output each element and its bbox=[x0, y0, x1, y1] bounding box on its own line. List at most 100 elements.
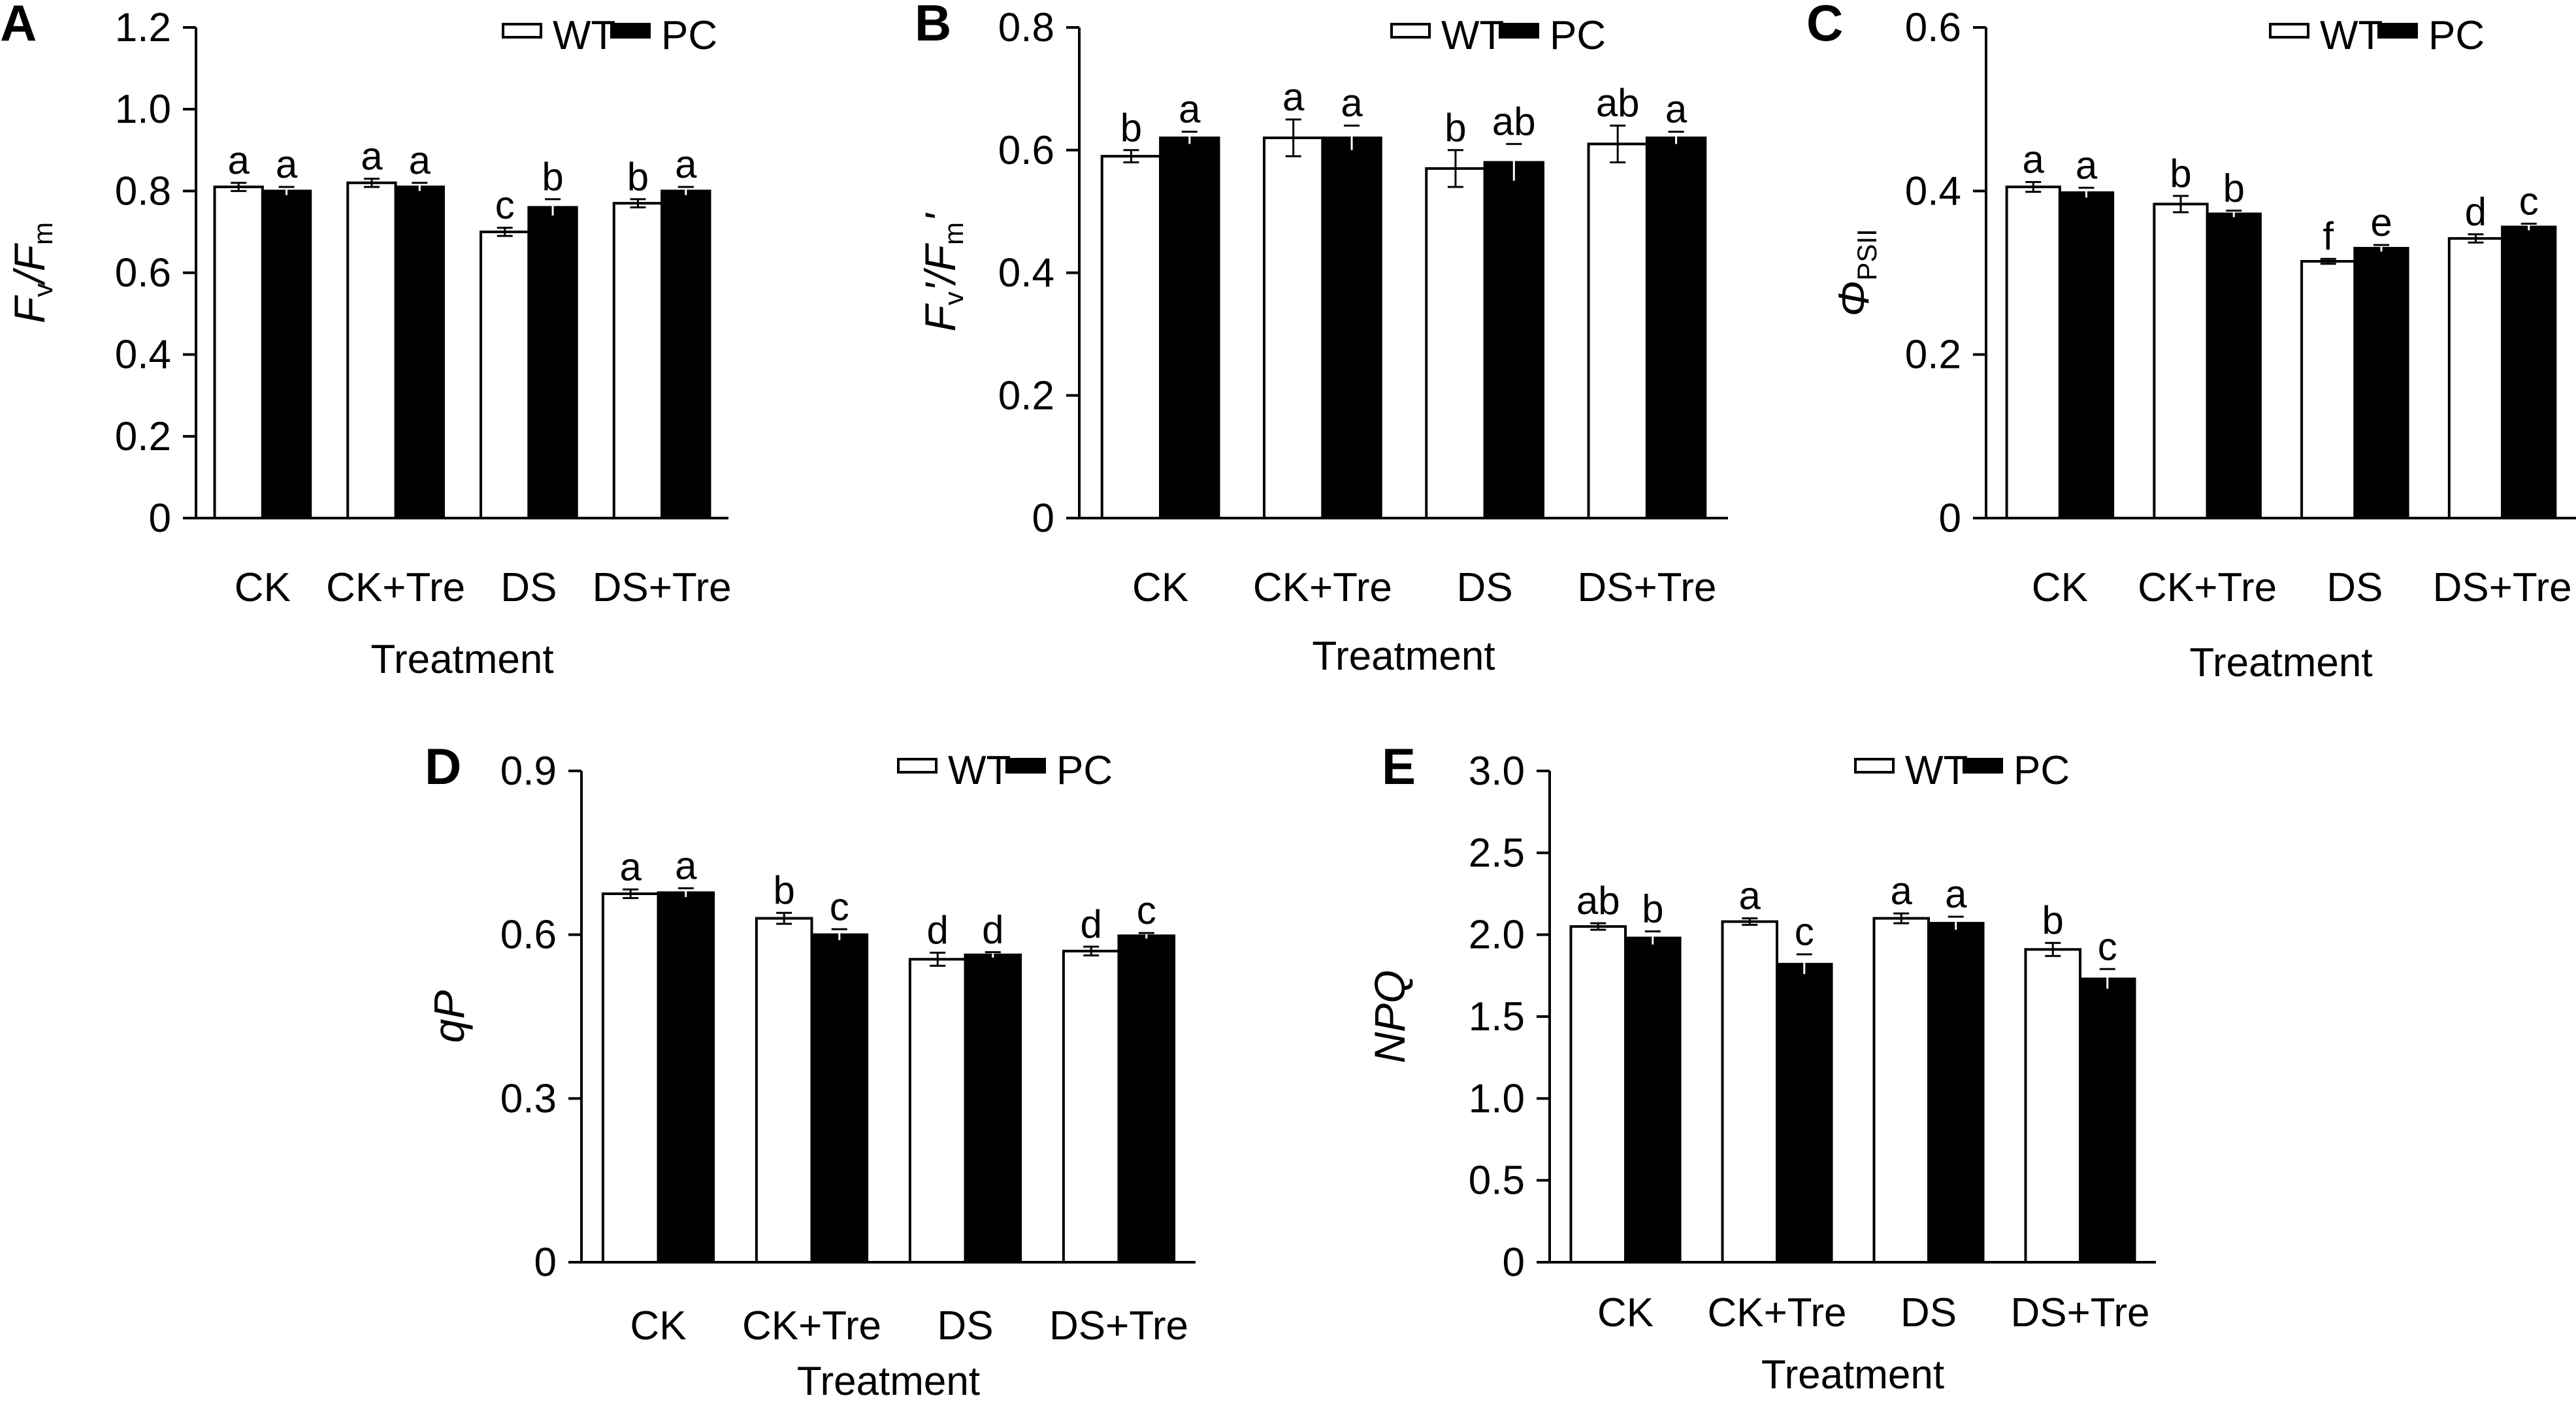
x-tick-label: DS+Tre bbox=[1049, 1303, 1188, 1348]
legend-swatch-pc bbox=[1499, 23, 1539, 39]
bar-wt-ck-tre bbox=[2153, 203, 2209, 519]
y-tick-label: 2.5 bbox=[1469, 830, 1525, 875]
significance-label: c bbox=[495, 184, 515, 227]
x-tick-label: CK+Tre bbox=[742, 1303, 881, 1348]
y-tick-label: 0 bbox=[1503, 1240, 1525, 1285]
bar-pc-ds bbox=[2353, 246, 2409, 519]
bar-wt-ds-tre bbox=[2447, 237, 2504, 519]
y-tick-label: 0.6 bbox=[500, 913, 557, 958]
bar-pc-ds-tre bbox=[2501, 225, 2557, 519]
bar-pc-ds-tre bbox=[660, 189, 711, 519]
bar-wt-ck-tre bbox=[755, 917, 813, 1264]
x-tick-label: DS bbox=[1457, 565, 1513, 610]
legend-swatch-pc bbox=[1005, 758, 1046, 774]
significance-label: b bbox=[1642, 887, 1663, 931]
significance-label: a bbox=[1341, 81, 1363, 125]
significance-label: a bbox=[1282, 75, 1305, 119]
y-tick-label: 0.4 bbox=[1905, 169, 1961, 214]
significance-label: ab bbox=[1596, 81, 1640, 125]
bar-pc-ck bbox=[1159, 136, 1220, 520]
y-tick-label: 0.5 bbox=[1469, 1158, 1525, 1203]
y-axis-label: Fv'/Fm' bbox=[916, 212, 969, 332]
legend-label-wt: WT bbox=[948, 748, 1011, 793]
bar-wt-ds-tre bbox=[612, 202, 664, 519]
bar-pc-ds-tre bbox=[1645, 136, 1707, 520]
y-tick-label: 0.4 bbox=[998, 251, 1054, 296]
bar-wt-ck bbox=[2005, 186, 2061, 519]
legend-swatch-pc bbox=[1963, 758, 2003, 774]
y-tick-label: 0.9 bbox=[500, 749, 557, 794]
significance-label: d bbox=[982, 907, 1003, 951]
legend-label-pc: PC bbox=[1056, 748, 1113, 793]
x-tick-label: CK bbox=[630, 1303, 686, 1348]
y-tick-label: 0.8 bbox=[998, 5, 1054, 50]
significance-label: a bbox=[276, 142, 298, 186]
bar-pc-ck bbox=[261, 189, 312, 519]
y-tick-label: 1.2 bbox=[115, 5, 171, 50]
x-tick-label: CK+Tre bbox=[2138, 565, 2277, 610]
significance-label: b bbox=[774, 868, 795, 912]
x-axis-title: Treatment bbox=[2189, 640, 2372, 685]
y-axis-label: NPQ bbox=[1365, 970, 1414, 1063]
significance-label: b bbox=[627, 155, 649, 199]
bar-pc-ck bbox=[657, 891, 715, 1264]
panel-letter: E bbox=[1382, 738, 1416, 795]
y-tick-label: 0.6 bbox=[1905, 5, 1961, 50]
significance-label: a bbox=[620, 845, 642, 889]
significance-label: c bbox=[2098, 924, 2117, 968]
panel-letter: B bbox=[915, 0, 951, 52]
bar-pc-ck bbox=[1624, 936, 1682, 1264]
panel-letter: D bbox=[425, 738, 461, 795]
bar-wt-ck-tre bbox=[346, 181, 397, 520]
x-tick-label: DS bbox=[500, 565, 557, 610]
significance-label: b bbox=[1444, 106, 1466, 150]
panel-c: C 0 0.2 0.4 0.6 ΦPSII a a CK b b CK+Tre f e DS d c DS+Tre… bbox=[1806, 0, 2576, 685]
panel-letter: C bbox=[1806, 0, 1843, 52]
bar-wt-ck-tre bbox=[1263, 136, 1324, 520]
bar-pc-ck bbox=[2058, 191, 2115, 519]
y-tick-label: 0.4 bbox=[115, 333, 171, 378]
bar-pc-ck-tre bbox=[394, 186, 445, 519]
bar-wt-ck bbox=[601, 892, 660, 1264]
legend-swatch-pc bbox=[610, 23, 651, 39]
significance-label: d bbox=[927, 908, 949, 952]
bar-pc-ds bbox=[527, 206, 578, 519]
legend-swatch-wt bbox=[2269, 23, 2309, 39]
x-axis-title: Treatment bbox=[370, 637, 553, 682]
y-axis-label: Fv/Fm bbox=[5, 222, 58, 323]
legend-swatch-wt bbox=[1390, 23, 1431, 39]
x-tick-label: CK+Tre bbox=[1707, 1290, 1846, 1335]
bar-pc-ck-tre bbox=[1321, 136, 1382, 520]
bar-wt-ck bbox=[213, 186, 264, 519]
legend-swatch-pc bbox=[2377, 23, 2418, 39]
y-tick-label: 3.0 bbox=[1469, 749, 1525, 794]
y-tick-label: 0.6 bbox=[115, 251, 171, 296]
y-tick-label: 2.0 bbox=[1469, 913, 1525, 958]
x-tick-label: CK bbox=[235, 565, 291, 610]
significance-label: c bbox=[1795, 910, 1814, 954]
legend-swatch-wt bbox=[897, 758, 937, 774]
bar-wt-ds-tre bbox=[1587, 142, 1648, 520]
significance-label: b bbox=[2042, 898, 2064, 942]
significance-label: a bbox=[1665, 88, 1687, 131]
x-tick-label: DS+Tre bbox=[2010, 1290, 2149, 1335]
x-tick-label: DS+Tre bbox=[2433, 565, 2572, 610]
bar-wt-ds bbox=[1425, 167, 1486, 520]
significance-label: d bbox=[1081, 902, 1102, 946]
y-tick-label: 0 bbox=[1939, 496, 1961, 541]
legend-label-pc: PC bbox=[1550, 13, 1606, 58]
significance-label: a bbox=[2076, 143, 2098, 187]
y-tick-label: 0.6 bbox=[998, 128, 1054, 173]
significance-label: a bbox=[1945, 872, 1967, 916]
significance-label: a bbox=[409, 139, 431, 182]
panel-letter: A bbox=[0, 0, 37, 52]
y-tick-label: 0.2 bbox=[998, 373, 1054, 418]
significance-label: a bbox=[228, 139, 250, 182]
bar-wt-ck bbox=[1100, 155, 1162, 519]
y-tick-label: 1.0 bbox=[115, 87, 171, 132]
x-tick-label: CK bbox=[2032, 565, 2088, 610]
